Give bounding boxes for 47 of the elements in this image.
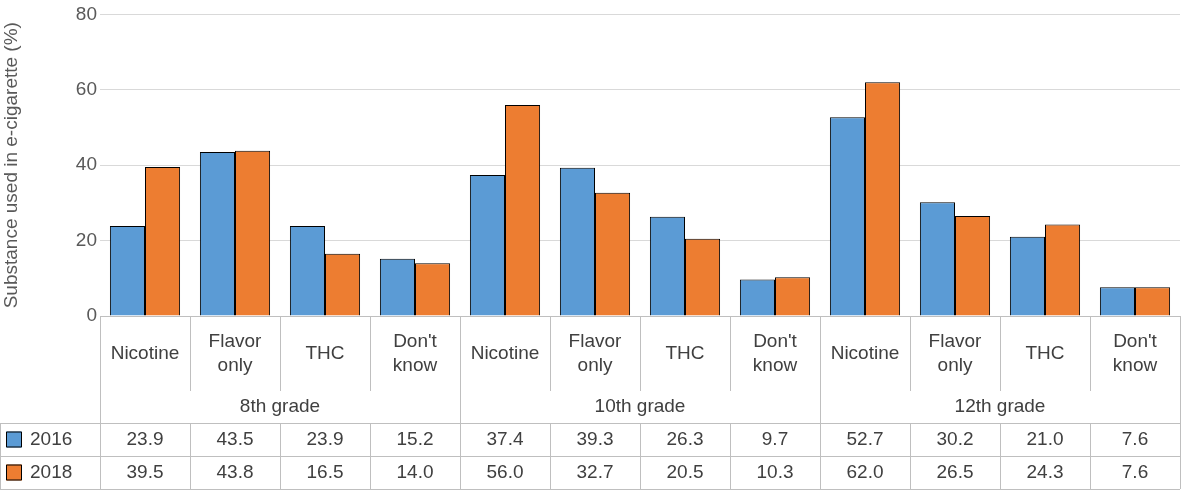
x-tick-label: Flavor only	[928, 329, 983, 375]
data-label: 26.3	[666, 427, 704, 449]
text: 8th grade	[239, 395, 321, 417]
y-tick-label: 20	[75, 228, 97, 250]
text: 10th grade	[594, 395, 686, 417]
data-label: 16.5	[306, 460, 344, 482]
x-tick-label: THC	[1025, 341, 1065, 363]
x-tick-label: Flavor only	[208, 329, 263, 375]
x-tick-label: Nicotine	[830, 341, 900, 363]
data-label: 7.6	[1121, 427, 1149, 449]
x-tick-label: Nicotine	[110, 341, 180, 363]
x-tick-label: Don't know	[752, 329, 798, 375]
data-label: 37.4	[486, 427, 524, 449]
text: 12th grade	[954, 395, 1046, 417]
y-axis-title: Substance used in e-cigarette (%)	[0, 22, 21, 309]
legend-label: 2018	[30, 460, 73, 482]
data-label: 10.3	[756, 460, 794, 482]
y-tick-label: 40	[75, 153, 97, 175]
data-label: 7.6	[1121, 460, 1149, 482]
data-label: 56.0	[486, 460, 524, 482]
data-label: 9.7	[761, 427, 789, 449]
data-label: 32.7	[576, 460, 614, 482]
x-tick-label: Don't know	[1112, 329, 1158, 375]
x-tick-label: THC	[305, 341, 345, 363]
data-label: 23.9	[306, 427, 344, 449]
x-tick-label: THC	[665, 341, 705, 363]
x-tick-label: Flavor only	[568, 329, 623, 375]
data-label: 62.0	[846, 460, 884, 482]
data-label: 30.2	[936, 427, 974, 449]
x-tick-label: Don't know	[392, 329, 438, 375]
x-tick-label: Nicotine	[470, 341, 540, 363]
data-label: 23.9	[126, 427, 164, 449]
data-label: 43.5	[216, 427, 254, 449]
data-label: 20.5	[666, 460, 704, 482]
data-label: 24.3	[1026, 460, 1064, 482]
data-label: 14.0	[396, 460, 434, 482]
data-label: 39.3	[576, 427, 614, 449]
data-label: 39.5	[126, 460, 164, 482]
data-label: 43.8	[216, 460, 254, 482]
data-label: 52.7	[846, 427, 884, 449]
data-label: 21.0	[1026, 427, 1064, 449]
y-tick-label: 0	[86, 304, 97, 326]
data-label: 15.2	[396, 427, 434, 449]
legend-label: 2016	[30, 427, 73, 449]
data-label: 26.5	[936, 460, 974, 482]
y-tick-label: 80	[75, 2, 97, 24]
y-tick-label: 60	[75, 78, 97, 100]
